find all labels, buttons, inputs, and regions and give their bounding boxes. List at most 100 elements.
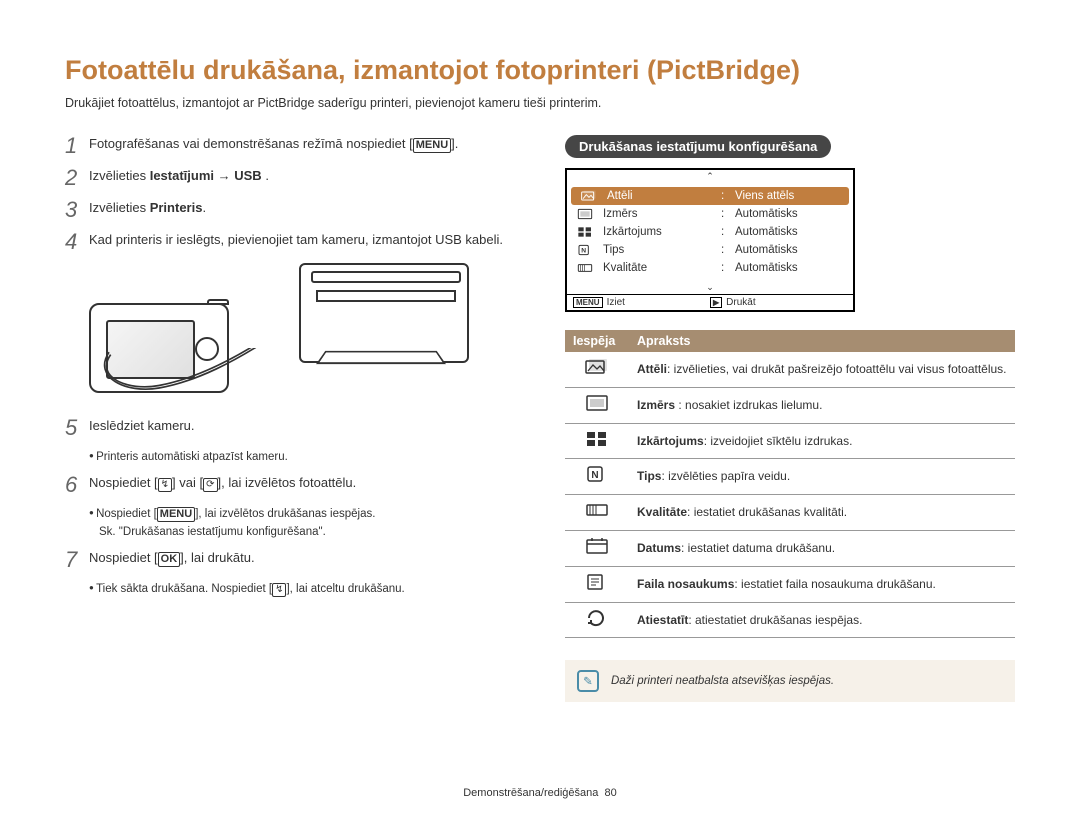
camera-printer-illustration — [89, 263, 489, 403]
screen-row-value: Automātisks — [735, 244, 845, 256]
table-row: Izkārtojums: izveidojiet sīktēlu izdruka… — [565, 423, 1015, 459]
note-text: Daži printeri neatbalsta atsevišķas iesp… — [611, 675, 834, 687]
table-row: Izmērs : nosakiet izdrukas lielumu. — [565, 387, 1015, 423]
page-title: Fotoattēlu drukāšana, izmantojot fotopri… — [65, 55, 1015, 86]
table-row: Datums: iestatiet datuma drukāšanu. — [565, 530, 1015, 566]
screen-row-label: Tips — [603, 244, 713, 256]
table-row: Tips: izvēlēties papīra veidu. — [565, 459, 1015, 495]
screen-row-label: Izmērs — [603, 208, 713, 220]
option-desc: : nosakiet izdrukas lielumu. — [675, 398, 822, 412]
page-footer: Demonstrēšana/rediģēšana 80 — [0, 787, 1080, 799]
type-icon — [575, 243, 595, 257]
screen-row: Izkārtojums : Automātisks — [567, 223, 853, 241]
print-settings-screen: ⌃ Attēli : Viens attēls Izmērs : Automāt… — [565, 168, 855, 312]
table-row: Faila nosaukums: iestatiet faila nosauku… — [565, 566, 1015, 602]
step-3: 3 Izvēlieties Printeris. — [65, 199, 525, 221]
reset-icon — [585, 609, 609, 627]
step-number: 1 — [65, 135, 89, 157]
step-6: 6 Nospiediet [↯] vai [⟳], lai izvēlētos … — [65, 474, 525, 496]
th-description: Apraksts — [629, 330, 1015, 352]
step-number: 4 — [65, 231, 89, 253]
step-7-sub: Tiek sākta drukāšana. Nospiediet [↯], la… — [89, 581, 525, 598]
screen-row: Tips : Automātisks — [567, 241, 853, 259]
pictures-icon — [579, 189, 599, 203]
option-name: Atiestatīt — [637, 613, 688, 627]
pictures-icon — [585, 358, 609, 376]
screen-footer-exit: MENUIziet — [573, 297, 710, 308]
menu-icon: MENU — [573, 297, 603, 308]
step-text: Nospiediet [ — [89, 550, 158, 565]
left-column: 1 Fotografēšanas vai demonstrēšanas režī… — [65, 135, 525, 702]
option-name: Izkārtojums — [637, 434, 704, 448]
section-title: Drukāšanas iestatījumu konfigurēšana — [565, 135, 831, 158]
step-text: Nospiediet [ — [89, 475, 158, 490]
option-name: Faila nosaukums — [637, 577, 734, 591]
step-1: 1 Fotografēšanas vai demonstrēšanas režī… — [65, 135, 525, 157]
screen-row: Kvalitāte : Automātisks — [567, 259, 853, 277]
menu-icon: MENU — [413, 138, 451, 153]
note-icon: ✎ — [577, 670, 599, 692]
step-number: 3 — [65, 199, 89, 221]
step-7: 7 Nospiediet [OK], lai drukātu. — [65, 549, 525, 571]
screen-row-value: Automātisks — [735, 262, 845, 274]
step-6-sub: Nospiediet [MENU], lai izvēlētos drukāša… — [89, 506, 525, 541]
screen-row-label: Kvalitāte — [603, 262, 713, 274]
option-name: Tips — [637, 469, 661, 483]
step-number: 2 — [65, 167, 89, 189]
date-icon — [585, 537, 609, 555]
table-row: Kvalitāte: iestatiet drukāšanas kvalitāt… — [565, 495, 1015, 531]
option-desc: : izvēlieties, vai drukāt pašreizējo fot… — [667, 362, 1007, 376]
option-desc: : atiestatiet drukāšanas iespējas. — [688, 613, 862, 627]
option-desc: : iestatiet faila nosaukuma drukāšanu. — [734, 577, 935, 591]
step-text: Izvēlieties — [89, 200, 150, 215]
screen-row-value: Viens attēls — [735, 190, 841, 202]
screen-row-label: Izkārtojums — [603, 226, 713, 238]
menu-icon: MENU — [157, 507, 195, 522]
step-2: 2 Izvēlieties Iestatījumi → USB . — [65, 167, 525, 189]
screen-row: Attēli : Viens attēls — [571, 187, 849, 205]
play-icon: ▶ — [710, 297, 722, 308]
option-name: Attēli — [637, 362, 667, 376]
step-text: Izvēlieties — [89, 168, 150, 183]
scroll-up-icon: ⌃ — [567, 170, 853, 183]
table-row: Attēli: izvēlieties, vai drukāt pašreizē… — [565, 352, 1015, 387]
scroll-down-icon: ⌄ — [567, 281, 853, 294]
step-text: Kad printeris ir ieslēgts, pievienojiet … — [89, 231, 525, 250]
option-name: Kvalitāte — [637, 505, 687, 519]
screen-row: Izmērs : Automātisks — [567, 205, 853, 223]
layout-icon — [585, 430, 609, 448]
option-desc: : iestatiet datuma drukāšanu. — [681, 541, 835, 555]
quality-icon — [585, 501, 609, 519]
flash-icon: ↯ — [158, 478, 172, 492]
screen-row-value: Automātisks — [735, 208, 845, 220]
step-number: 7 — [65, 549, 89, 571]
step-text: Fotografēšanas vai demonstrēšanas režīmā… — [89, 136, 406, 151]
flash-icon: ↯ — [272, 583, 286, 597]
size-icon — [575, 207, 595, 221]
size-icon — [585, 394, 609, 412]
layout-icon — [575, 225, 595, 239]
options-table: Iespēja Apraksts Attēli: izvēlieties, va… — [565, 330, 1015, 638]
timer-icon: ⟳ — [203, 478, 217, 492]
step-number: 6 — [65, 474, 89, 496]
option-name: Datums — [637, 541, 681, 555]
screen-row-label: Attēli — [607, 190, 713, 202]
screen-footer-print: ▶Drukāt — [710, 297, 847, 308]
filename-icon — [585, 573, 609, 591]
quality-icon — [575, 261, 595, 275]
table-row: Atiestatīt: atiestatiet drukāšanas iespē… — [565, 602, 1015, 638]
type-icon — [585, 465, 609, 483]
step-4: 4 Kad printeris ir ieslēgts, pievienojie… — [65, 231, 525, 253]
option-name: Izmērs — [637, 398, 675, 412]
option-desc: : izvēlēties papīra veidu. — [661, 469, 790, 483]
step-5: 5 Ieslēdziet kameru. — [65, 417, 525, 439]
page-subtitle: Drukājiet fotoattēlus, izmantojot ar Pic… — [65, 96, 1015, 110]
note-box: ✎ Daži printeri neatbalsta atsevišķas ie… — [565, 660, 1015, 702]
step-text: Ieslēdziet kameru. — [89, 417, 525, 436]
option-desc: : iestatiet drukāšanas kvalitāti. — [687, 505, 847, 519]
screen-row-value: Automātisks — [735, 226, 845, 238]
ok-icon: OK — [158, 552, 181, 567]
step-number: 5 — [65, 417, 89, 439]
th-option: Iespēja — [565, 330, 629, 352]
printer-graphic — [299, 263, 469, 363]
